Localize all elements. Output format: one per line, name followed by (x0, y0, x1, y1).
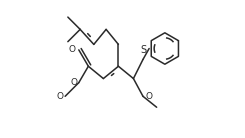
Text: S: S (140, 45, 146, 55)
Text: O: O (57, 92, 64, 101)
Text: O: O (70, 78, 77, 87)
Text: O: O (146, 92, 153, 101)
Text: O: O (68, 45, 75, 54)
